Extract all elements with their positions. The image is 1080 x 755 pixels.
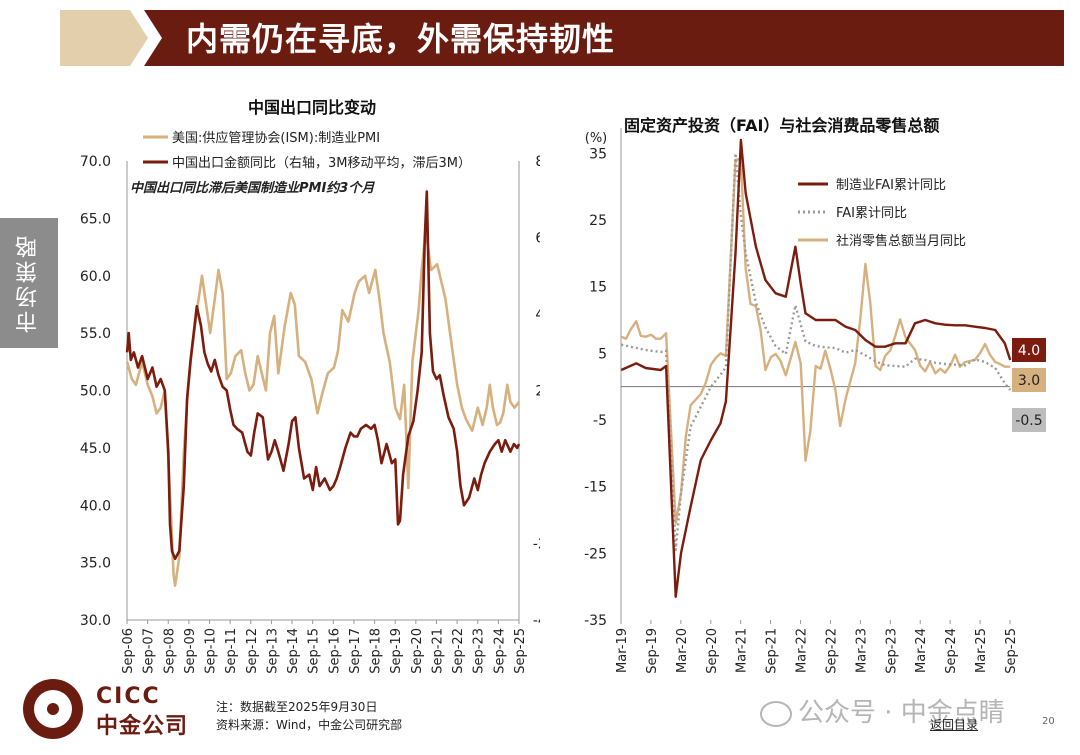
logo-text-cn: 中金公司 xyxy=(96,714,189,739)
right-y-tick-label: 80.0 xyxy=(535,154,540,170)
left-chart-title: 中国出口同比变动 xyxy=(248,98,377,117)
end-value-badge-2 xyxy=(1012,408,1046,432)
right-y-tick-label: -40.0 xyxy=(533,613,540,629)
left-y-tick-label: 55.0 xyxy=(80,326,111,342)
y-tick-label: -25 xyxy=(584,546,607,562)
x-tick-label: Sep-16 xyxy=(327,628,342,674)
left-y-tick-label: 50.0 xyxy=(80,384,111,400)
x-tick-label: Mar-24 xyxy=(914,628,929,673)
x-tick-label: Sep-15 xyxy=(307,628,322,674)
legend-label-0: 美国:供应管理协会(ISM):制造业PMI xyxy=(172,130,380,146)
back-to-contents-link[interactable]: 返回目录 xyxy=(930,718,979,732)
side-tab[interactable] xyxy=(0,218,58,348)
right-y-tick-label: 40.0 xyxy=(535,307,540,323)
right-y-tick-label: 60.0 xyxy=(535,231,540,247)
right-y-tick-label: -20.0 xyxy=(533,537,540,553)
logo-text-en: CICC xyxy=(96,684,161,709)
x-tick-label: Sep-09 xyxy=(183,628,198,674)
title-bar-dark-band xyxy=(144,10,1064,66)
y-tick-label: -5 xyxy=(593,413,607,429)
left-chart: 70.0 65.0 60.0 55.0 50.0 45.0 40.0 35.0 30.0 80.0… xyxy=(80,130,540,674)
end-value-label-2: -0.5 xyxy=(1015,413,1042,429)
x-tick-label: Sep-24 xyxy=(944,628,959,674)
y-axis-unit: (%) xyxy=(585,131,608,146)
x-tick-label: Mar-22 xyxy=(795,628,810,673)
side-tab-label-wrap: 市场策略 xyxy=(0,218,58,348)
x-tick-label: Sep-14 xyxy=(286,628,301,674)
x-tick-label: Sep-23 xyxy=(884,628,899,674)
cicc-logo-icon xyxy=(23,679,83,739)
right-chart-title: 固定资产投资（FAI）与社会消费品零售总额 xyxy=(624,116,940,135)
x-tick-label: Sep-25 xyxy=(513,628,528,674)
x-tick-label: Sep-21 xyxy=(765,628,780,674)
x-tick-label: Mar-20 xyxy=(675,628,690,673)
left-y-tick-label: 65.0 xyxy=(80,211,111,227)
page-title: 内需仍在寻底，外需保持韧性 xyxy=(186,20,616,58)
left-y-tick-label: 60.0 xyxy=(80,269,111,285)
series-line-1 xyxy=(125,190,521,561)
x-tick-label: Sep-20 xyxy=(410,628,425,674)
x-tick-label: Sep-06 xyxy=(121,628,136,674)
x-tick-label: Sep-19 xyxy=(389,628,404,674)
x-tick-label: Sep-24 xyxy=(492,628,507,674)
x-tick-label: Mar-21 xyxy=(735,628,750,673)
legend-label-2: 社消零售总额当月同比 xyxy=(836,233,966,249)
right-y-tick-label: 20.0 xyxy=(535,384,540,400)
end-value-label-0: 4.0 xyxy=(1018,343,1040,359)
x-tick-label: Sep-13 xyxy=(265,628,280,674)
x-tick-label: Sep-20 xyxy=(705,628,720,674)
watermark-text: 公众号 · 中金点睛 xyxy=(798,698,1005,728)
x-tick-label: Sep-12 xyxy=(245,628,260,674)
legend-label-1: 中国出口金额同比（右轴，3M移动平均，滞后3M） xyxy=(172,155,471,171)
x-tick-label: Sep-10 xyxy=(204,628,219,674)
x-tick-label: Sep-23 xyxy=(472,628,487,674)
x-tick-label: Sep-11 xyxy=(224,628,239,674)
title-bar-light-chevron xyxy=(60,10,148,66)
x-tick-label: Sep-07 xyxy=(142,628,157,674)
series-line-0 xyxy=(620,138,1012,598)
x-tick-label: Sep-22 xyxy=(824,628,839,674)
series-line-2 xyxy=(620,157,1011,525)
x-tick-label: Sep-17 xyxy=(348,628,363,674)
footnote-source: 资料来源：Wind，中金公司研究部 xyxy=(216,718,403,732)
y-tick-label: 5 xyxy=(598,346,607,362)
left-y-tick-label: 30.0 xyxy=(80,613,111,629)
chart-annotation: 中国出口同比滞后美国制造业PMI约3个月 xyxy=(130,180,375,196)
y-tick-label: -35 xyxy=(584,613,607,629)
page-number: 20 xyxy=(1042,716,1055,727)
left-y-tick-label: 40.0 xyxy=(80,498,111,514)
y-tick-label: 35 xyxy=(589,146,607,162)
end-value-badge-0 xyxy=(1012,338,1046,362)
x-tick-label: Sep-08 xyxy=(162,628,177,674)
footnote-date: 注：数据截至2025年9月30日 xyxy=(216,700,378,714)
footnotes: 注：数据截至2025年9月30日 资料来源：Wind，中金公司研究部 xyxy=(216,698,402,734)
end-value-label-1: 3.0 xyxy=(1018,373,1040,389)
x-tick-label: Sep-25 xyxy=(1004,628,1019,674)
side-tab-label: 市场策略 xyxy=(16,233,41,333)
wechat-icon xyxy=(760,700,792,727)
x-tick-label: Mar-25 xyxy=(974,628,989,673)
left-y-tick-label: 45.0 xyxy=(80,441,111,457)
right-chart: (%)35 25 15 5 -5 -15 -25 -35 Mar-19 Sep-19 Mar-20 S… xyxy=(584,128,1046,674)
x-tick-label: Sep-21 xyxy=(430,628,445,674)
legend-label-0: 制造业FAI累计同比 xyxy=(836,178,946,193)
left-y-tick-label: 70.0 xyxy=(80,154,111,170)
title-bar xyxy=(60,10,1064,66)
end-value-badge-1 xyxy=(1012,368,1046,392)
x-tick-label: Sep-18 xyxy=(369,628,384,674)
x-tick-label: Sep-22 xyxy=(451,628,466,674)
x-tick-label: Mar-23 xyxy=(854,628,869,673)
y-tick-label: -15 xyxy=(584,480,607,496)
y-tick-label: 15 xyxy=(589,280,607,296)
watermark: 公众号 · 中金点睛 xyxy=(760,692,1005,729)
left-y-tick-label: 35.0 xyxy=(80,556,111,572)
x-tick-label: Sep-19 xyxy=(645,628,660,674)
x-tick-label: Mar-19 xyxy=(615,628,630,673)
y-tick-label: 25 xyxy=(589,213,607,229)
series-line-1 xyxy=(620,152,1012,552)
legend-label-1: FAI累计同比 xyxy=(836,206,907,221)
